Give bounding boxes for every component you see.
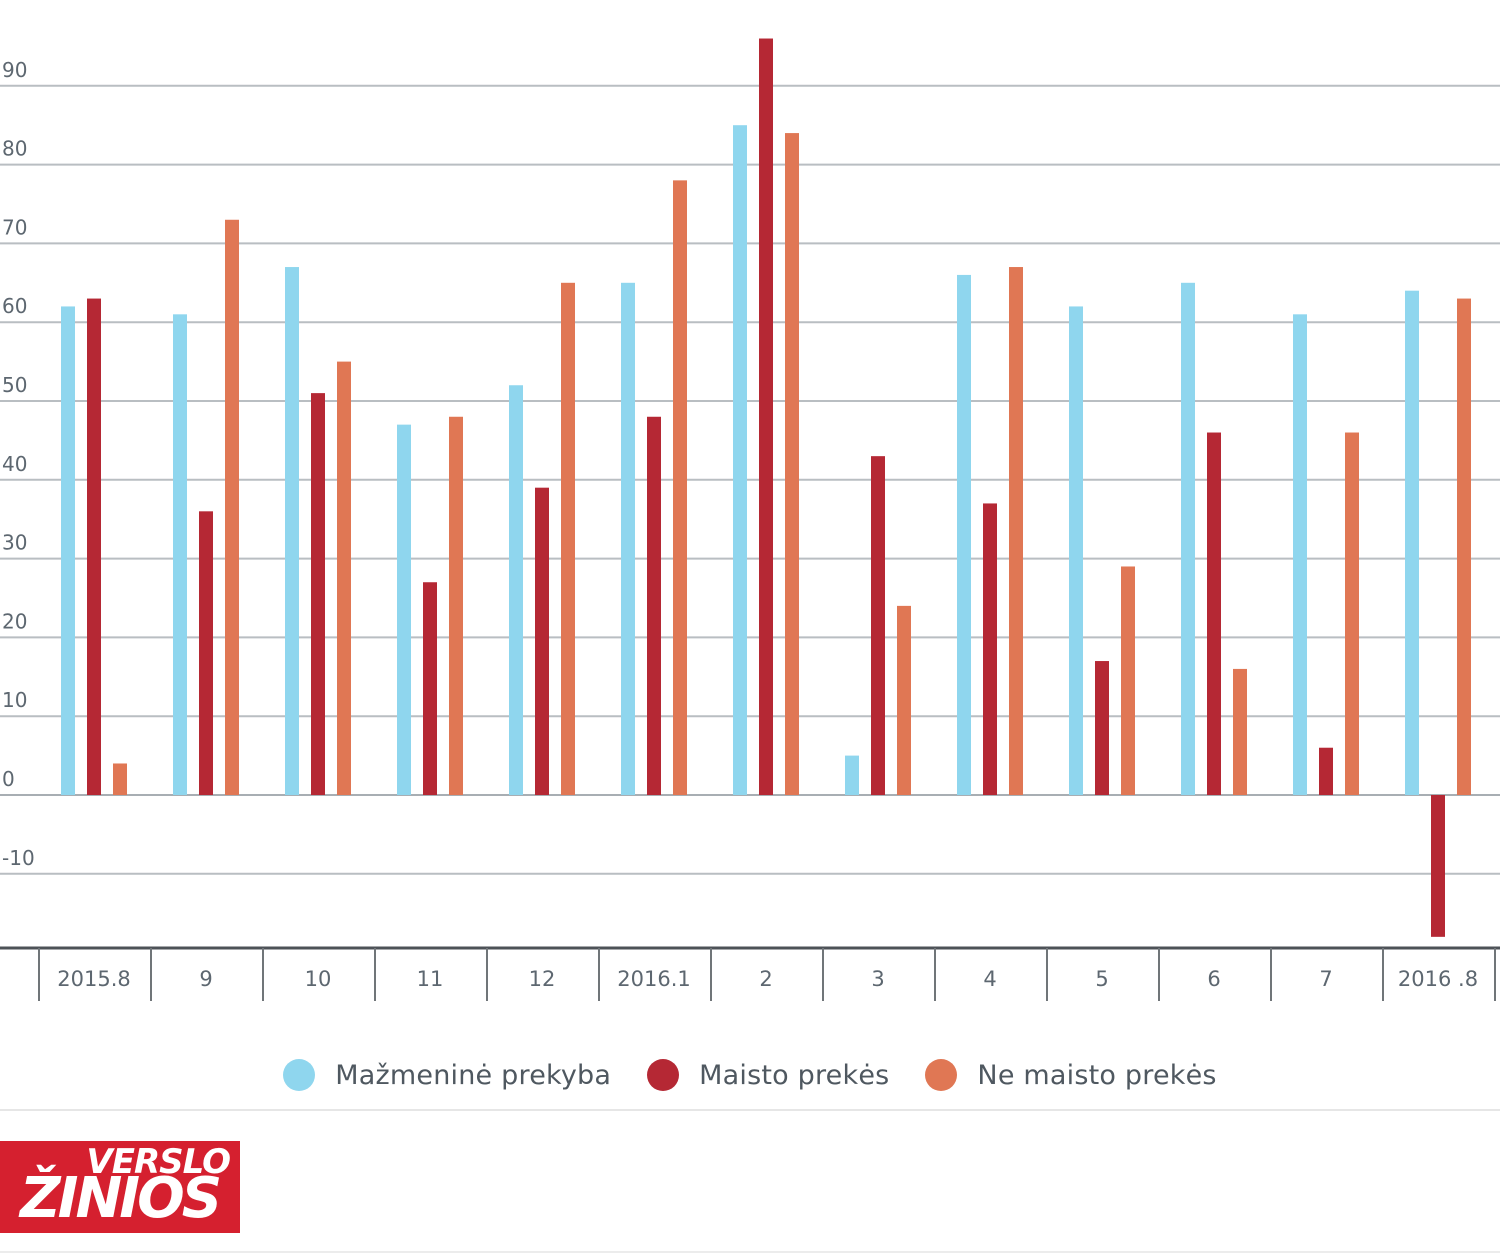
bar [785,133,799,795]
legend: Mažmeninė prekyba Maisto prekės Ne maist… [0,1050,1500,1100]
bar [1121,566,1135,795]
legend-item-food: Maisto prekės [647,1059,889,1091]
bar-chart: 90 80 70 60 50 40 30 20 10 0 -10 2015.8 9 10 11 12 2016… [0,38,1500,1001]
bottom-divider [0,1251,1500,1253]
verslo-zinios-logo: VERSLO ŽINIOS [0,1141,240,1233]
x-tick-label: 3 [871,967,884,991]
bar [535,487,549,795]
y-tick-label: -10 [2,846,35,870]
bar [337,361,351,795]
y-tick-label: 80 [2,137,27,161]
y-tick-label: 70 [2,215,27,239]
x-tick-label: 2016 .8 [1398,967,1478,991]
legend-label: Ne maisto prekės [977,1059,1217,1091]
x-tick-label: 6 [1207,967,1220,991]
bar [509,385,523,795]
bar [449,416,463,795]
logo-text-top: VERSLO [86,1142,231,1182]
bar [647,416,661,795]
bar [983,503,997,795]
x-tick-label: 2 [759,967,772,991]
bar [845,755,859,795]
bar [1457,298,1471,795]
bar [1009,267,1023,795]
gridlines: 90 80 70 60 50 40 30 20 10 0 -10 [0,58,1500,875]
bars [61,38,1471,937]
bar [673,180,687,796]
bar [1069,306,1083,795]
legend-dot-icon [647,1059,680,1091]
x-tick-label: 7 [1319,967,1332,991]
y-tick-label: 0 [2,767,15,791]
bar [173,314,187,795]
x-tick-label: 4 [983,967,996,991]
bar [423,582,437,795]
bar [1293,314,1307,795]
x-tick-label: 10 [305,967,332,991]
x-axis: 2015.8 9 10 11 12 2016.1 2 3 4 5 6 7 2016 .8 [0,946,1500,1001]
legend-dot-icon [283,1059,316,1091]
x-tick-label: 2015.8 [57,967,130,991]
legend-item-non-food: Ne maisto prekės [925,1059,1216,1091]
bar [87,298,101,795]
bar [61,306,75,795]
bar [285,267,299,795]
y-tick-label: 20 [2,609,27,633]
chart: 90 80 70 60 50 40 30 20 10 0 -10 2015.8 9 10 11 12 2016… [0,38,1500,1001]
y-tick-label: 30 [2,531,27,555]
bar [1181,282,1195,795]
legend-dot-icon [925,1059,958,1091]
bar [561,282,575,795]
footer-divider [0,1109,1500,1111]
bar [871,456,885,795]
bar [1345,432,1359,795]
x-tick-label: 2016.1 [617,967,690,991]
bar [957,274,971,795]
y-tick-label: 50 [2,373,27,397]
bar [759,38,773,795]
bar [311,393,325,795]
legend-label: Mažmeninė prekyba [335,1059,612,1091]
y-tick-label: 90 [2,58,27,82]
bar [1319,747,1333,795]
bar [113,763,127,795]
bar [1207,432,1221,795]
legend-label: Maisto prekės [699,1059,890,1091]
bar [199,511,213,795]
y-tick-label: 10 [2,688,27,712]
legend-item-retail: Mažmeninė prekyba [283,1059,611,1091]
bar [1233,668,1247,795]
bar [897,605,911,795]
bar [621,282,635,795]
bar [397,424,411,795]
y-tick-label: 40 [2,452,27,476]
bar [225,219,239,795]
x-tick-label: 9 [199,967,212,991]
x-tick-label: 11 [417,967,444,991]
bar [1405,290,1419,795]
logo-text-bottom: ŽINIOS [20,1166,222,1231]
bar [1431,795,1445,937]
x-tick-label: 5 [1095,967,1108,991]
x-tick-label: 12 [529,967,556,991]
bar [733,125,747,795]
y-tick-label: 60 [2,294,27,318]
bar [1095,661,1109,795]
